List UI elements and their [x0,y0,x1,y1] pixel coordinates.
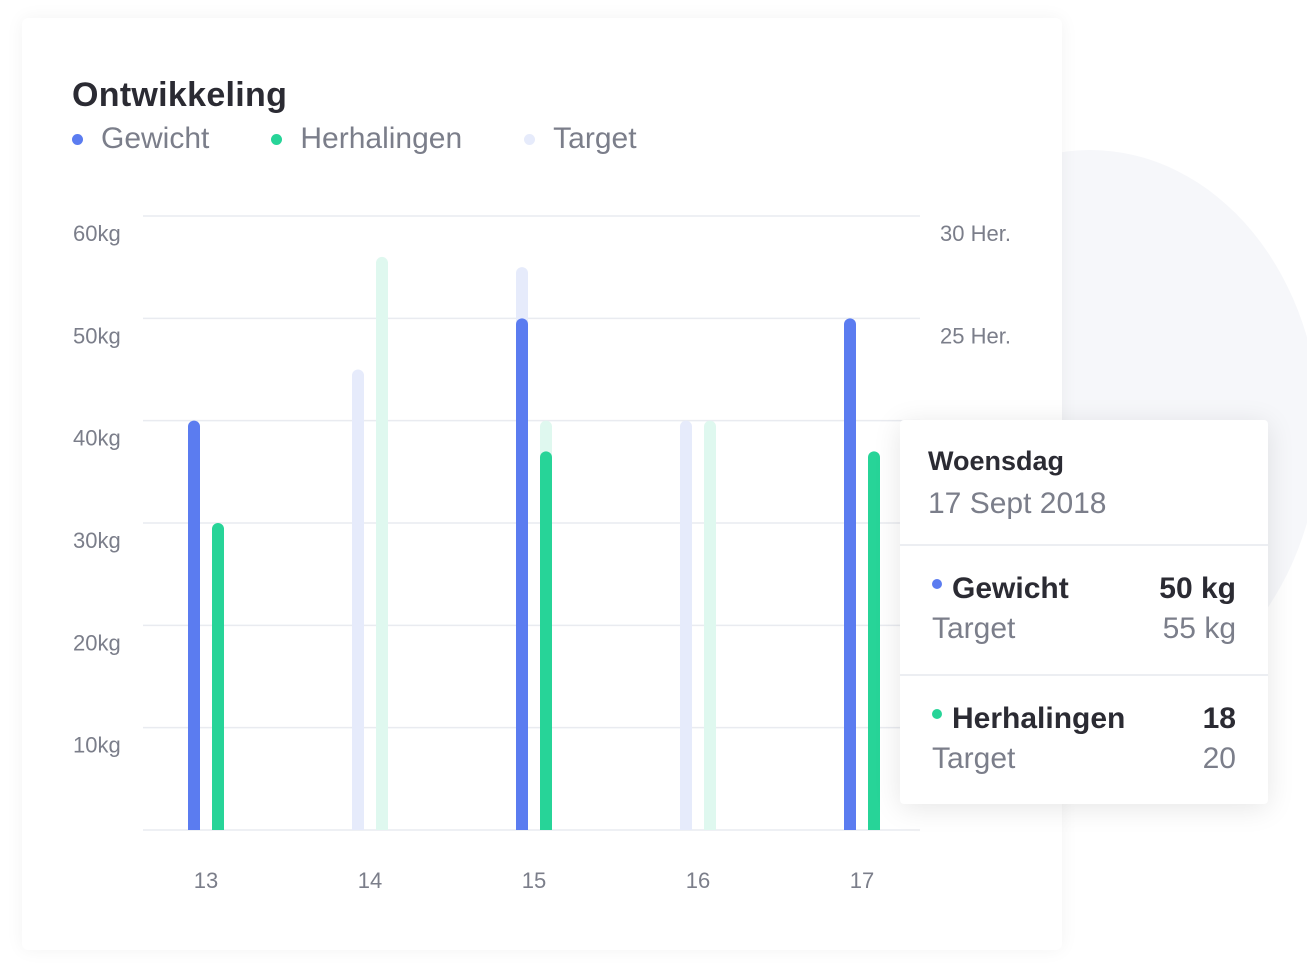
bar-gewicht-base [516,824,528,830]
bar-herhalingen-base [212,824,224,830]
x-tick-label: 13 [194,868,218,893]
legend-label: Target [553,122,637,155]
target-bar-herhalingen [376,256,388,830]
tooltip-target-label: Target [932,742,1016,775]
legend-dot-herhalingen [271,133,283,145]
tooltip-target-value: 20 [1202,742,1236,775]
tooltip-header: Woensdag 17 Sept 2018 [900,420,1268,546]
chart-legend: Gewicht Herhalingen Target [72,122,699,156]
bar-herhalingen [212,523,224,830]
tooltip-day: Woensdag [928,446,1065,476]
y-tick-label: 20kg [73,630,121,655]
tooltip-series-name: Gewicht [932,572,1069,606]
target-bar-herhalingen-base [704,824,716,830]
bar-herhalingen [540,451,552,830]
bar-gewicht [188,420,200,830]
y-tick-label: 60kg [73,221,121,246]
x-tick-label: 17 [850,868,874,893]
target-bar-herhalingen-base [376,824,388,830]
tooltip-target-value: 55 kg [1162,612,1236,645]
legend-dot-gewicht [72,133,83,145]
tooltip-target-label: Target [932,612,1016,645]
legend-label: Herhalingen [300,122,463,155]
data-tooltip: Woensdag 17 Sept 2018 Gewicht 50 kg Targ… [900,420,1268,804]
bar-herhalingen [868,451,880,830]
tooltip-dot-gewicht [932,579,942,589]
x-tick-label: 15 [522,868,546,893]
legend-item-herhalingen[interactable]: Herhalingen [271,122,462,156]
bar-herhalingen-base [868,824,880,830]
bar-gewicht [844,318,856,830]
bar-gewicht [516,318,528,830]
tooltip-series-name: Herhalingen [932,702,1125,736]
target-bar-gewicht [352,369,364,830]
legend-item-gewicht[interactable]: Gewicht [72,122,209,156]
y-tick-label: 30kg [73,528,121,553]
target-bar-gewicht [680,420,692,830]
y-tick-label: 10kg [73,733,121,758]
tooltip-series-label: Gewicht [952,572,1069,605]
y-tick-label: 40kg [73,426,121,451]
legend-dot-target [524,133,536,145]
x-tick-label: 14 [358,868,382,893]
tooltip-date: 17 Sept 2018 [928,487,1107,520]
legend-item-target[interactable]: Target [524,122,637,156]
tooltip-section-herhalingen: Herhalingen 18 Target 20 [900,676,1268,804]
chart-title: Ontwikkeling [72,76,288,114]
target-bar-gewicht-base [352,824,364,830]
y2-tick-label: 30 Her. [940,221,1011,246]
tooltip-section-gewicht: Gewicht 50 kg Target 55 kg [900,546,1268,676]
target-bar-herhalingen [704,420,716,830]
y2-tick-label: 25 Her. [940,323,1011,348]
x-tick-label: 16 [686,868,710,893]
bar-gewicht-base [844,824,856,830]
tooltip-series-value: 18 [1202,702,1236,735]
bar-herhalingen-base [540,824,552,830]
bar-gewicht-base [188,824,200,830]
tooltip-series-value: 50 kg [1159,572,1236,605]
tooltip-series-label: Herhalingen [952,702,1126,735]
target-bar-gewicht-base [680,824,692,830]
tooltip-dot-herhalingen [932,709,942,719]
y-tick-label: 50kg [73,323,121,348]
legend-label: Gewicht [101,122,210,155]
